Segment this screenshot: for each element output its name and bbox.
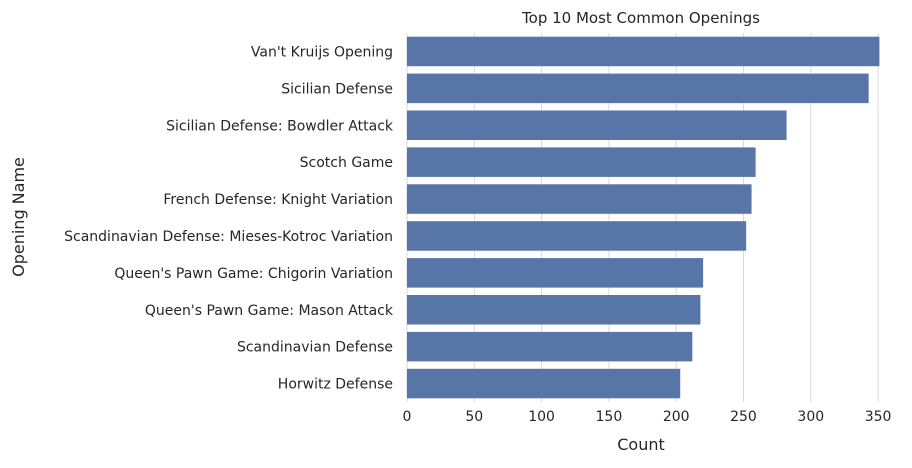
x-tick-labels: 0 50 100 150 200 250 300 350 <box>403 409 892 425</box>
y-tick-label: Sicilian Defense <box>281 81 393 97</box>
x-tick-label: 50 <box>465 409 483 425</box>
x-tick-label: 0 <box>403 409 412 425</box>
x-tick-label: 300 <box>797 409 824 425</box>
y-tick-label: Scandinavian Defense <box>237 340 393 356</box>
bar <box>407 147 756 177</box>
y-axis-label: Opening Name <box>9 157 28 277</box>
bar <box>407 36 880 67</box>
y-tick-label: Sicilian Defense: Bowdler Attack <box>166 118 394 134</box>
bar <box>407 73 869 104</box>
chart-title: Top 10 Most Common Openings <box>521 9 760 27</box>
bar <box>407 258 704 288</box>
x-tick-label: 250 <box>730 409 757 425</box>
bar <box>407 221 747 251</box>
y-tick-labels: Van't Kruijs Opening Sicilian Defense Sici… <box>64 44 394 392</box>
y-tick-label: Van't Kruijs Opening <box>251 44 393 60</box>
bars <box>407 36 880 399</box>
bar <box>407 368 681 399</box>
y-tick-label: Queen's Pawn Game: Chigorin Variation <box>114 266 393 282</box>
x-tick-label: 100 <box>528 409 555 425</box>
x-tick-label: 350 <box>865 409 892 425</box>
x-tick-label: 150 <box>596 409 623 425</box>
bar <box>407 294 701 325</box>
x-axis-label: Count <box>617 435 665 454</box>
y-tick-label: Queen's Pawn Game: Mason Attack <box>145 303 394 319</box>
bar <box>407 331 693 362</box>
bar <box>407 110 787 141</box>
bar <box>407 184 752 214</box>
y-tick-label: Scotch Game <box>300 155 393 171</box>
y-tick-label: French Defense: Knight Variation <box>163 192 393 208</box>
y-tick-label: Scandinavian Defense: Mieses-Kotroc Vari… <box>64 229 393 245</box>
y-tick-label: Horwitz Defense <box>278 377 393 393</box>
x-tick-label: 200 <box>663 409 690 425</box>
